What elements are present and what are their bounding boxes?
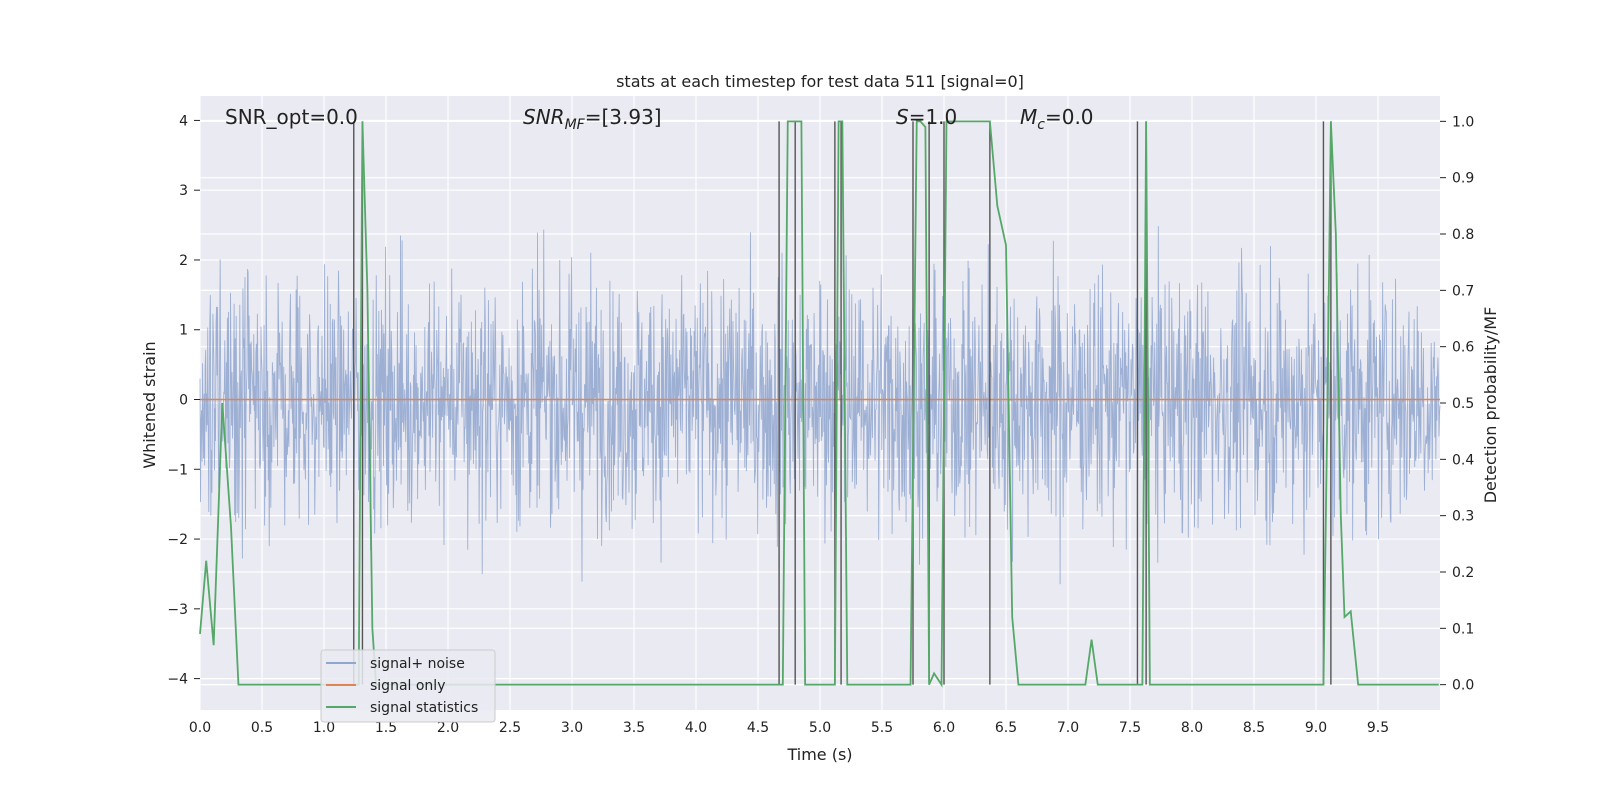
x-tick-label: 2.5 (499, 720, 521, 736)
x-tick-label: 3.0 (561, 720, 583, 736)
noise-line (199, 226, 1441, 585)
x-tick-label: 0.0 (189, 720, 211, 736)
y-tick-label: −3 (167, 602, 188, 618)
series-signal-statistics (199, 120, 1439, 688)
y2-tick-label: 0.8 (1452, 227, 1474, 243)
y-tick-label: 1 (179, 323, 188, 339)
y-tick-label: −1 (167, 462, 188, 478)
y2-tick-label: 1.0 (1452, 114, 1474, 130)
statistics-line (199, 120, 1439, 688)
x-tick-label: 8.5 (1243, 720, 1265, 736)
x-tick-label: 1.0 (313, 720, 335, 736)
y-tick-label: 3 (179, 183, 188, 199)
x-tick-label: 7.0 (1057, 720, 1079, 736)
x-tick-label: 1.5 (375, 720, 397, 736)
x-tick-label: 5.0 (809, 720, 831, 736)
x-tick-label: 9.5 (1367, 720, 1389, 736)
x-tick-label: 4.0 (685, 720, 707, 736)
x-tick-label: 8.0 (1181, 720, 1203, 736)
y-axis-label: Whitened strain (140, 341, 159, 468)
y2-tick-label: 0.7 (1452, 283, 1474, 299)
y-tick-label: −4 (167, 672, 188, 688)
y-tick-label: 2 (179, 253, 188, 269)
y2-tick-label: 0.1 (1452, 621, 1474, 637)
x-tick-label: 4.5 (747, 720, 769, 736)
x-tick-label: 2.0 (437, 720, 459, 736)
y2-axis-ticks: 1.0 0.9 0.8 0.7 0.6 0.5 0.4 0.3 0.2 0.1 0.0 (1440, 114, 1474, 694)
y2-axis-label: Detection probability/MF (1481, 307, 1500, 504)
legend-label-signal-statistics: signal statistics (370, 700, 478, 716)
series-signal-noise (199, 226, 1441, 585)
x-tick-label: 3.5 (623, 720, 645, 736)
annotation-s-symbol: S (896, 105, 909, 129)
y-tick-label: 4 (179, 113, 188, 129)
y2-tick-label: 0.5 (1452, 396, 1474, 412)
x-tick-label: 6.0 (933, 720, 955, 736)
chart-title: stats at each timestep for test data 511… (616, 72, 1024, 91)
annotation-mc-symbol: M (1020, 105, 1037, 129)
y-tick-label: 0 (179, 393, 188, 409)
y2-tick-label: 0.4 (1452, 452, 1474, 468)
annotation-mc-value: =0.0 (1045, 105, 1094, 129)
x-tick-label: 5.5 (871, 720, 893, 736)
x-axis-label: Time (s) (786, 745, 852, 764)
y2-tick-label: 0.3 (1452, 509, 1474, 525)
annotation-snr-opt: SNR_opt=0.0 (225, 105, 358, 129)
x-tick-label: 9.0 (1305, 720, 1327, 736)
x-tick-label: 6.5 (995, 720, 1017, 736)
x-axis-ticks: 0.0 0.5 1.0 1.5 2.0 2.5 3.0 3.5 4.0 4.5 5.0 5.5 6.0 6… (189, 720, 1389, 736)
annotation-snr-mf-symbol: SNR (523, 105, 565, 129)
annotation-s-value: =1.0 (909, 105, 958, 129)
annotation-s: S=1.0 (896, 105, 957, 129)
y2-tick-label: 0.2 (1452, 565, 1474, 581)
annotation-snr-mf-value: =[3.93] (585, 105, 662, 129)
legend-label-signal-noise: signal+ noise (370, 656, 465, 672)
y-axis-ticks: 4 3 2 1 0 −1 −2 −3 −4 (167, 113, 200, 688)
legend-label-signal-only: signal only (370, 678, 445, 694)
x-tick-label: 7.5 (1119, 720, 1141, 736)
annotation-snr-mf: SNRMF=[3.93] (523, 105, 662, 133)
y2-tick-label: 0.6 (1452, 340, 1474, 356)
annotation-mc: Mc=0.0 (1020, 105, 1094, 133)
y2-tick-label: 0.0 (1452, 678, 1474, 694)
x-tick-label: 0.5 (251, 720, 273, 736)
y2-tick-label: 0.9 (1452, 171, 1474, 187)
legend: signal+ noise signal only signal statist… (320, 649, 496, 723)
legend-box (320, 649, 496, 723)
y-tick-label: −2 (167, 532, 188, 548)
annotation-mc-subscript: c (1037, 117, 1045, 133)
annotation-snr-mf-subscript: MF (565, 117, 586, 133)
